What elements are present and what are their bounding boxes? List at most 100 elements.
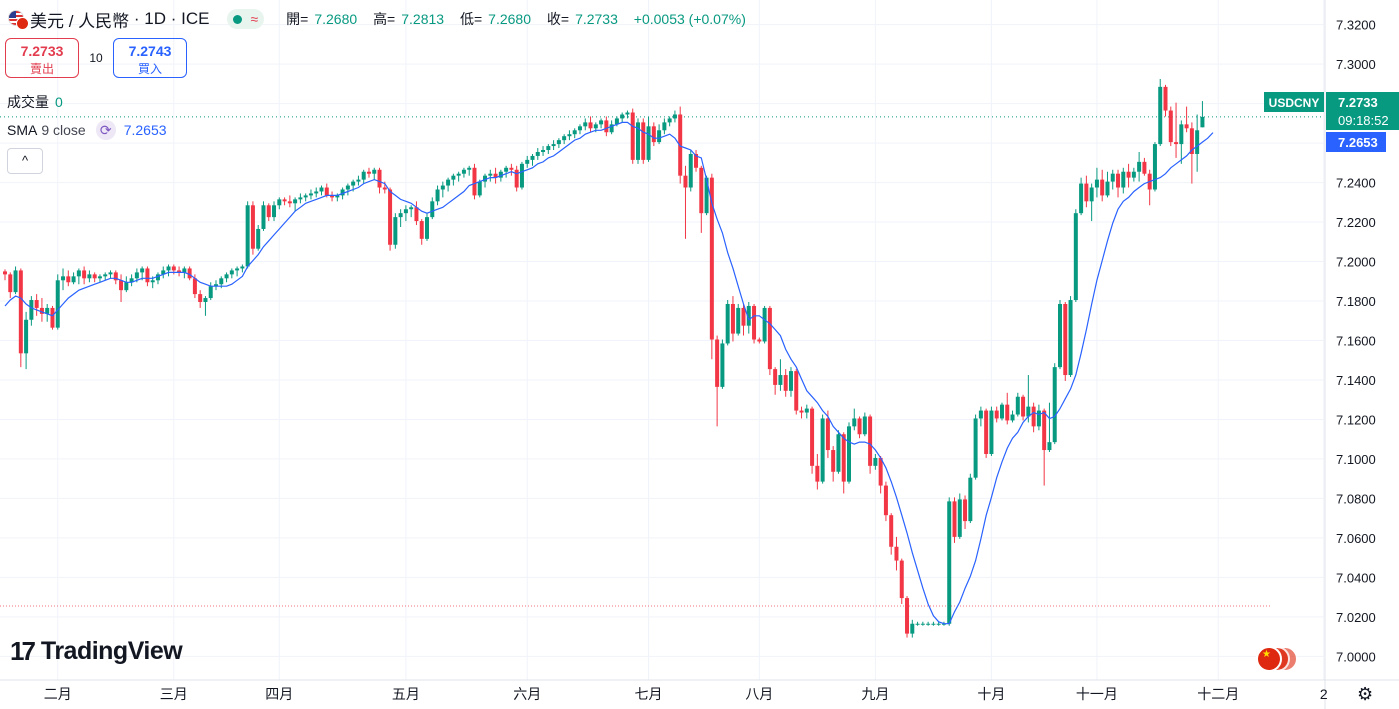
time-axis[interactable]: 二月 三月 四月 五月 六月 七月 八月 九月 十月 十一月 十二月 2 (44, 686, 1328, 702)
candle-body (108, 272, 113, 275)
last-price-tag: 7.2733 (1338, 95, 1378, 110)
collapse-legend-button[interactable]: ^ (7, 148, 43, 174)
candle-body (1200, 116, 1205, 128)
candlestick-series (3, 78, 1205, 638)
close-label: 收= (546, 11, 570, 27)
candle-body (272, 205, 277, 218)
candle-body (314, 191, 319, 194)
candle-body (303, 195, 308, 198)
candle-body (604, 120, 609, 133)
settings-gear-icon[interactable]: ⚙ (1357, 684, 1374, 704)
refresh-icon[interactable]: ⟳ (95, 120, 116, 140)
candle-body (308, 193, 313, 196)
candle-body (488, 173, 493, 176)
interval[interactable]: 1D (144, 9, 167, 28)
candle-body (298, 197, 303, 200)
candle-body (889, 515, 894, 547)
candle-body (1089, 187, 1094, 202)
candle-body (519, 163, 524, 188)
candle-body (831, 450, 836, 472)
candle-body (119, 280, 124, 291)
x-tick-label: 十二月 (1197, 686, 1239, 702)
candle-body (461, 169, 466, 174)
candle-body (419, 221, 424, 239)
candle-body (261, 205, 266, 229)
candle-body (757, 339, 762, 342)
candle-body (947, 501, 952, 624)
candle-body (799, 410, 804, 413)
ohlc-legend: 開= 7.2680 高= 7.2813 低= 7.2680 收= 7.2733 +0.0… (286, 9, 752, 29)
candle-body (509, 167, 514, 170)
open-value: 7.2680 (314, 11, 358, 27)
candle-body (50, 307, 55, 328)
countdown-tag: 09:18:52 (1338, 113, 1389, 128)
y-tick-label: 7.1200 (1336, 412, 1376, 427)
x-tick-label: 十一月 (1076, 686, 1118, 702)
candle-body (103, 274, 108, 277)
candle-body (683, 175, 688, 188)
candle-body (8, 274, 13, 293)
candle-body (1152, 144, 1157, 190)
price-axis[interactable]: 7.0000 7.0200 7.0400 7.0600 7.0800 7.1000 7.12… (1336, 18, 1376, 665)
chevron-up-icon: ^ (21, 153, 29, 168)
buy-button[interactable]: 7.2743 買入 (113, 38, 187, 78)
tradingview-logo[interactable]: 17 TradingView (10, 636, 183, 667)
candle-body (662, 122, 667, 131)
y-tick-label: 7.1000 (1336, 452, 1376, 467)
candle-body (963, 499, 968, 522)
y-tick-label: 7.1600 (1336, 333, 1376, 348)
candle-body (13, 270, 18, 293)
candle-body (171, 266, 176, 271)
sma-legend[interactable]: SMA 9 close ⟳ 7.2653 (7, 120, 167, 140)
china-flag-icon[interactable] (1256, 646, 1300, 672)
candle-body (483, 175, 488, 182)
candle-body (182, 268, 187, 273)
candle-body (166, 266, 171, 271)
candle-body (599, 120, 604, 125)
x-tick-label: 十月 (977, 686, 1005, 702)
candle-body (113, 272, 118, 281)
candle-body (1084, 183, 1089, 202)
candle-body (630, 112, 635, 160)
candle-body (762, 307, 767, 342)
candle-body (1179, 124, 1184, 145)
candle-body (636, 122, 640, 160)
candle-body (250, 205, 255, 249)
candle-body (366, 171, 371, 174)
spread-value: 10 (89, 51, 103, 65)
high-value: 7.2813 (401, 11, 445, 27)
candle-body (256, 228, 261, 249)
candle-body (1047, 442, 1052, 451)
candle-body (583, 122, 588, 127)
candle-body (1195, 130, 1200, 154)
candle-body (699, 167, 704, 214)
candle-body (1168, 110, 1173, 143)
candle-body (899, 560, 904, 599)
candle-body (920, 623, 925, 625)
candle-body (498, 171, 503, 178)
candle-body (1068, 300, 1073, 376)
candle-body (720, 343, 725, 387)
candle-body (525, 159, 530, 164)
volume-legend[interactable]: 成交量 0 (7, 92, 63, 112)
candle-body (567, 134, 572, 137)
market-status-badge[interactable]: ≈ (227, 9, 265, 29)
candle-body (287, 201, 292, 204)
candle-body (804, 408, 809, 413)
candle-body (472, 167, 477, 196)
candle-body (3, 271, 7, 275)
symbol-pair[interactable]: 美元 / 人民幣 (30, 11, 130, 31)
candle-body (767, 307, 772, 370)
candle-body (1005, 404, 1010, 421)
candle-body (92, 274, 97, 279)
candle-body (620, 114, 625, 119)
sell-button[interactable]: 7.2733 賣出 (5, 38, 79, 78)
candle-body (398, 213, 403, 218)
low-label: 低= (459, 11, 483, 27)
sma-line-series (4, 121, 1214, 625)
close-value: 7.2733 (575, 11, 618, 27)
candle-body (446, 179, 451, 186)
change-value: +0.0053 (+0.07%) (633, 11, 746, 27)
